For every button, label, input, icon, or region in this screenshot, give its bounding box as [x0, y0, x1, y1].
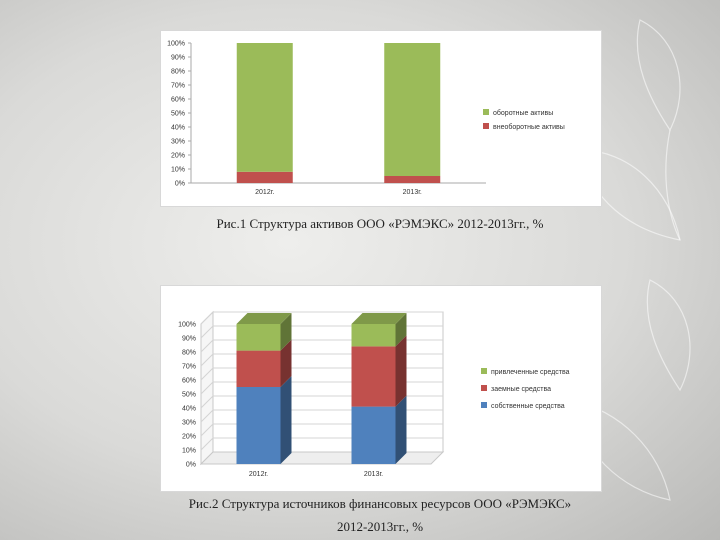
- bar-segment: [236, 43, 293, 172]
- legend-label: привлеченные средства: [491, 369, 570, 376]
- chart-assets-panel: 0% 10% 20% 30% 40% 50% 60% 70% 80% 90% 100% 2012г. 2…: [160, 30, 602, 207]
- y-tick-label: 60%: [171, 97, 185, 104]
- x-category-label: 2013г.: [364, 471, 383, 478]
- legend-label: внеоборотные активы: [493, 123, 565, 131]
- y-gridline: [200, 311, 443, 325]
- y-tick-label: 10%: [171, 167, 185, 174]
- legend-label: заемные средства: [491, 386, 551, 393]
- y-tick-label: 10%: [182, 448, 196, 455]
- y-tick-label: 50%: [182, 392, 196, 399]
- y-tick-label: 80%: [182, 350, 196, 357]
- chart-2-caption-line-1: Рис.2 Структура источников финансовых ре…: [188, 496, 572, 511]
- legend-label: собственные средства: [491, 402, 565, 410]
- legend-swatch: [481, 402, 487, 408]
- y-tick-label: 0%: [186, 462, 196, 469]
- chart-1-caption: Рис.1 Структура активов ООО «РЭМЭКС» 201…: [216, 216, 544, 231]
- legend-swatch: [481, 368, 487, 374]
- y-tick-label: 80%: [171, 69, 185, 76]
- y-tick-label: 30%: [182, 420, 196, 427]
- bar-segment-side: [395, 395, 407, 464]
- bar-segment-side: [280, 376, 292, 464]
- bar-segment-front: [236, 324, 281, 351]
- bar-segment: [236, 171, 293, 183]
- bar-segment-side: [395, 335, 407, 407]
- x-category-label: 2012г.: [249, 471, 268, 478]
- y-tick-label: 60%: [182, 378, 196, 385]
- bar-segment-front: [351, 406, 396, 464]
- y-tick-label: 90%: [182, 336, 196, 343]
- legend-swatch: [481, 385, 487, 391]
- assets-structure-chart: 0% 10% 20% 30% 40% 50% 60% 70% 80% 90% 100% 2012г. 2…: [167, 41, 565, 197]
- x-category-label: 2012г.: [255, 189, 274, 196]
- y-tick-label: 40%: [171, 125, 185, 132]
- bar-segment-front: [351, 346, 396, 407]
- bar-segment-side: [395, 313, 407, 347]
- y-tick-label: 30%: [171, 139, 185, 146]
- legend-label: оборотные активы: [493, 109, 553, 117]
- chart-sources-panel: 0% 10% 20% 30% 40% 50% 60% 70% 80% 90% 100% 2012г. 2…: [160, 285, 602, 492]
- y-tick-label: 90%: [171, 55, 185, 62]
- y-tick-label: 20%: [182, 434, 196, 441]
- y-tick-label: 100%: [178, 322, 196, 329]
- chart-2-caption-line-2: 2012-2013гг., %: [336, 519, 424, 534]
- bar-top-face: [236, 313, 292, 324]
- bar-segment: [384, 176, 441, 183]
- y-tick-label: 100%: [167, 41, 185, 48]
- y-tick-label: 20%: [171, 153, 185, 160]
- y-tick-label: 0%: [175, 181, 185, 188]
- bar-segment: [384, 43, 441, 176]
- bar-top-face: [351, 313, 407, 324]
- legend-swatch: [483, 109, 489, 115]
- y-tick-label: 70%: [182, 364, 196, 371]
- funding-sources-chart: 0% 10% 20% 30% 40% 50% 60% 70% 80% 90% 100% 2012г. 2…: [178, 310, 570, 478]
- bar-segment-front: [351, 324, 396, 347]
- y-tick-label: 50%: [171, 111, 185, 118]
- legend-swatch: [483, 123, 489, 129]
- x-category-label: 2013г.: [403, 189, 422, 196]
- bar-segment-front: [236, 350, 281, 387]
- y-tick-label: 70%: [171, 83, 185, 90]
- bar-segment-side: [280, 313, 292, 351]
- bar-segment-side: [280, 339, 292, 387]
- bar-segment-front: [236, 387, 281, 464]
- y-tick-label: 40%: [182, 406, 196, 413]
